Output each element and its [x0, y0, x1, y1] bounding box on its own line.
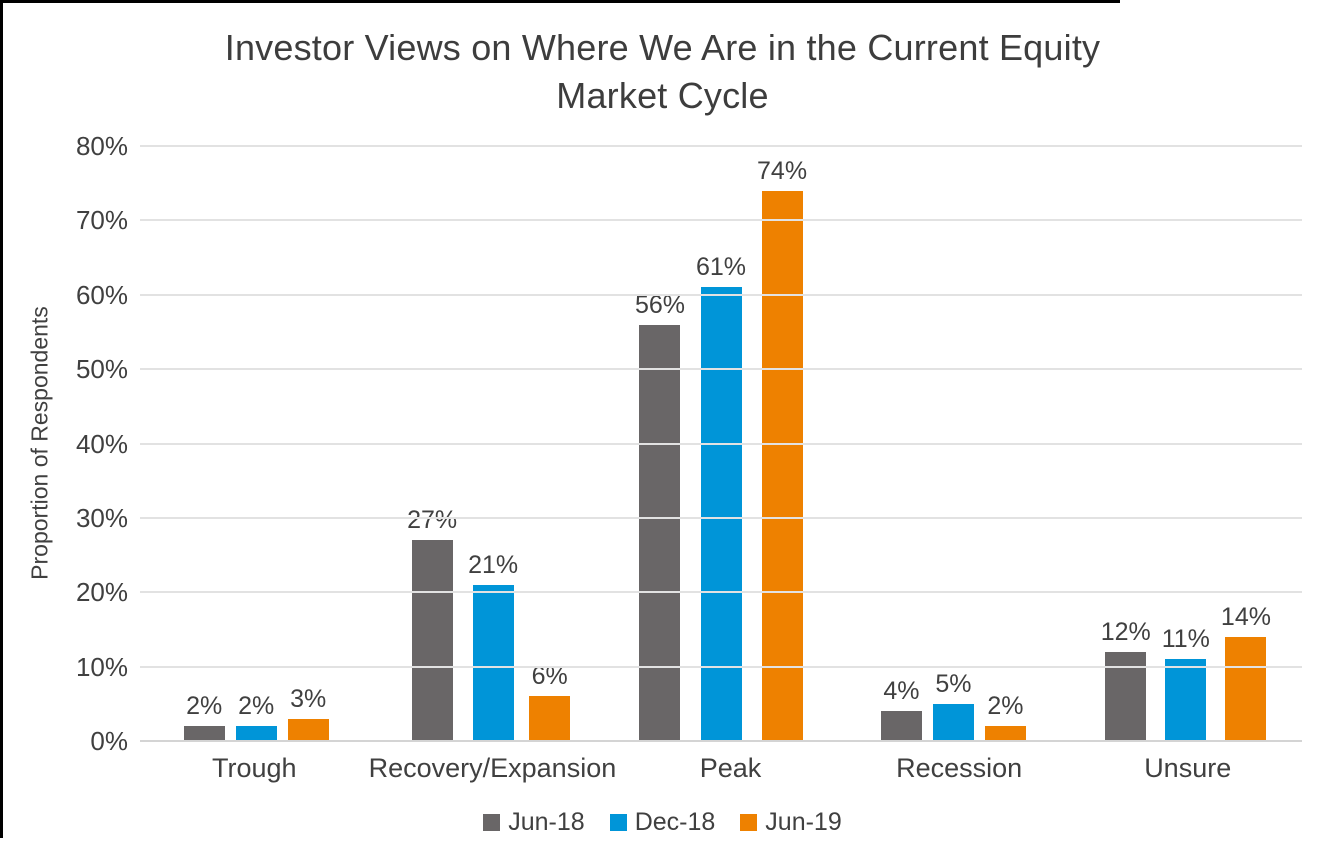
gridline [140, 591, 1302, 594]
y-tick-label: 0% [90, 726, 128, 756]
y-tick-label: 10% [75, 651, 128, 682]
bar-wrap: 11% [1162, 146, 1210, 741]
bar-value-label: 2% [186, 692, 223, 721]
frame-top-border [0, 0, 1120, 3]
bar-wrap: 56% [635, 146, 685, 741]
legend-item: Dec-18 [609, 808, 716, 837]
y-tick-label: 40% [75, 428, 128, 459]
bar-wrap: 2% [984, 146, 1026, 741]
category-label: Peak [699, 753, 762, 783]
bar [880, 711, 922, 741]
y-tick-label: 20% [75, 577, 128, 608]
bar-group: 56% 61% 74% [605, 146, 837, 741]
axis-baseline [140, 740, 1302, 742]
bar-wrap: 5% [932, 146, 974, 741]
bar-wrap: 27% [407, 146, 457, 741]
bar-value-label: 12% [1100, 617, 1151, 646]
gridline [140, 442, 1302, 445]
legend: Jun-18 Dec-18 Jun-19 [0, 808, 1325, 837]
bar-wrap: 61% [696, 146, 746, 741]
gridline [140, 219, 1302, 222]
legend-item: Jun-18 [483, 808, 585, 837]
bar-groups: 2% 2% 3% 27% 21% 6% 56% 61% 74% 4% 5% 2% 12% 11% 14% [140, 146, 1302, 741]
bar-value-label: 5% [935, 669, 972, 698]
bar-wrap: 74% [757, 146, 807, 741]
legend-label: Jun-19 [765, 808, 842, 836]
bar [411, 540, 453, 741]
legend-swatch [609, 814, 627, 831]
bar-value-label: 2% [987, 692, 1024, 721]
chart-title-text: Investor Views on Where We Are in the Cu… [224, 27, 1101, 116]
bar-value-label: 21% [468, 550, 519, 579]
category-label: Trough [212, 753, 297, 783]
gridline [140, 293, 1302, 296]
bar-value-label: 2% [238, 692, 275, 721]
bar-wrap: 3% [287, 146, 329, 741]
bar-value-label: 74% [757, 156, 808, 185]
bar-value-label: 3% [290, 684, 327, 713]
bar-group: 12% 11% 14% [1070, 146, 1302, 741]
bar [1225, 636, 1267, 741]
legend-swatch [740, 814, 758, 831]
legend-label: Jun-18 [508, 808, 585, 836]
bar [287, 718, 329, 741]
gridline [140, 145, 1302, 147]
bar-wrap: 2% [183, 146, 225, 741]
bar-value-label: 27% [407, 506, 458, 535]
x-axis-labels: Trough Recovery/Expansion Peak Recession Uns… [140, 753, 1302, 784]
bar-wrap: 4% [880, 146, 922, 741]
bar [235, 726, 277, 741]
bar [700, 287, 742, 741]
bar-wrap: 21% [468, 146, 518, 741]
bar [472, 584, 514, 741]
chart-title: Investor Views on Where We Are in the Cu… [0, 24, 1325, 119]
y-tick-label: 80% [75, 131, 128, 161]
bar [529, 696, 571, 741]
gridline [140, 516, 1302, 519]
bar-group: 27% 21% 6% [372, 146, 604, 741]
legend-label: Dec-18 [634, 808, 716, 836]
gridline [140, 665, 1302, 668]
legend-swatch [483, 814, 501, 831]
y-axis-ticks: 0% 10% 20% 30% 40% 50% 60% 70% 80% [30, 133, 128, 754]
bar [932, 703, 974, 741]
bar-wrap: 2% [235, 146, 277, 741]
y-tick-label: 60% [75, 279, 128, 310]
bar [639, 324, 681, 741]
category-label: Unsure [1144, 753, 1232, 783]
bar-value-label: 4% [883, 677, 920, 706]
legend-item: Jun-19 [740, 808, 842, 837]
bar [984, 726, 1026, 741]
bar-group: 4% 5% 2% [837, 146, 1069, 741]
gridline [140, 368, 1302, 371]
bar-value-label: 61% [695, 253, 747, 282]
bar-value-label: 11% [1161, 625, 1210, 654]
bar [761, 190, 803, 741]
bar [1165, 659, 1207, 741]
category-label: Recession [896, 753, 1023, 783]
bar-group: 2% 2% 3% [140, 146, 372, 741]
category-label: Recovery/Expansion [368, 753, 617, 783]
plot-area: 2% 2% 3% 27% 21% 6% 56% 61% 74% 4% 5% 2% 12% 11% 14% [140, 145, 1302, 742]
y-tick-label: 70% [75, 205, 128, 236]
bar [183, 726, 225, 741]
y-tick-label: 30% [75, 502, 128, 533]
frame-left-border [0, 0, 3, 838]
bar-wrap: 14% [1221, 146, 1271, 741]
y-tick-label: 50% [75, 354, 128, 385]
bar-value-label: 14% [1220, 602, 1271, 631]
